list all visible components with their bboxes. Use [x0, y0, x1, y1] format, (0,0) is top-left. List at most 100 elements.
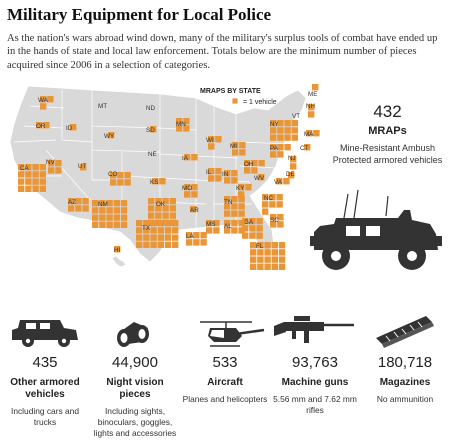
mrap-square-ut	[80, 164, 87, 171]
mrap-square-la	[193, 239, 200, 246]
mrap-square-nj	[290, 156, 297, 163]
mrap-square-ia	[191, 154, 198, 161]
category-label: Magazines	[379, 377, 431, 388]
mrap-square-nm	[106, 214, 113, 221]
category-label: Other armored vehicles	[10, 377, 80, 400]
mrap-square-nm	[99, 221, 106, 228]
mrap-square-tx	[157, 234, 164, 241]
mrap-square-mo	[184, 191, 191, 198]
mrap-square-fl	[250, 263, 257, 270]
page-title: Military Equipment for Local Police	[7, 5, 272, 24]
mrap-square-tn	[238, 196, 245, 203]
category-description: Including sights, binoculars, goggles, l…	[93, 406, 177, 438]
mrap-square-pa	[270, 144, 277, 151]
mrap-square-mn	[183, 118, 190, 125]
mrap-square-nm	[92, 200, 99, 207]
mraps-panel: 432 MRAPs Mine-Resistant Ambush Protecte…	[330, 102, 445, 166]
mrap-square-fl	[278, 263, 286, 270]
magazine-icon	[376, 316, 434, 348]
mrap-square-mi	[232, 142, 239, 149]
mrap-square-ok	[155, 205, 162, 212]
mrap-square-il	[215, 175, 222, 182]
mrap-square-la	[186, 239, 193, 246]
mrap-square-in	[224, 177, 231, 184]
mrap-square-me	[312, 84, 319, 91]
category-description: No ammunition	[376, 394, 434, 404]
mrap-square-ga	[256, 218, 263, 225]
mrap-square-pa	[284, 144, 291, 151]
state-label-ne: NE	[148, 151, 157, 158]
mrap-square-ca	[39, 171, 46, 178]
mrap-square-sc	[270, 221, 277, 228]
mrap-square-wa	[47, 96, 54, 103]
state-label-al: AL	[224, 223, 232, 230]
mrap-square-nj	[290, 163, 297, 170]
mrap-square-al	[231, 227, 238, 234]
mrap-square-id	[70, 124, 77, 131]
state-label-va: VA	[274, 179, 283, 186]
mrap-square-mn	[183, 125, 190, 132]
mrap-square-tx	[172, 241, 179, 248]
mrap-square-fl	[271, 249, 278, 256]
mrap-square-ca	[32, 171, 39, 178]
mrap-square-sc	[270, 214, 277, 221]
state-label-co: CO	[108, 171, 118, 178]
mrap-square-ny	[277, 134, 284, 141]
state-label-tn: TN	[224, 199, 233, 206]
mrap-square-ar	[190, 206, 197, 213]
legend-title: MRAPS BY STATE	[200, 88, 261, 95]
mrap-square-il	[208, 175, 215, 182]
map-legend: MRAPS BY STATE = 1 vehicle	[200, 88, 277, 106]
mrap-square-co	[110, 179, 117, 186]
mrap-square-ca	[39, 164, 46, 171]
mrap-square-nv	[48, 160, 55, 167]
mrap-square-ct	[304, 144, 311, 151]
armored-vehicle-icon	[310, 189, 442, 270]
mrap-square-nm	[92, 221, 99, 228]
mrap-square-co	[124, 172, 131, 179]
state-label-ma: MA	[304, 131, 314, 138]
category-count: 180,718	[377, 354, 433, 371]
mrap-square-ga	[256, 225, 263, 232]
mrap-square-tx	[150, 234, 157, 241]
mrap-square-co	[117, 172, 124, 179]
mrap-square-fl	[271, 263, 278, 270]
state-label-tx: TX	[142, 225, 151, 232]
category-count: 533	[212, 354, 238, 371]
state-label-ct: CT	[300, 145, 309, 152]
mrap-square-fl	[250, 242, 257, 249]
mrap-square-nm	[106, 207, 113, 214]
mrap-square-ny	[277, 127, 284, 134]
mrap-square-tn	[231, 196, 238, 203]
mrap-square-fl	[278, 249, 286, 256]
mrap-square-pa	[277, 151, 284, 158]
state-label-nh: NH	[306, 103, 316, 110]
mrap-square-in	[231, 177, 238, 184]
mrap-square-mn	[176, 118, 183, 125]
mrap-square-nc	[262, 208, 269, 215]
mrap-square-nm	[106, 200, 113, 207]
mrap-square-az	[82, 205, 89, 212]
mrap-square-nc	[269, 201, 276, 208]
mrap-square-ky	[238, 191, 245, 198]
mrap-square-fl	[264, 242, 271, 249]
mrap-square-nm	[120, 207, 128, 214]
mrap-square-oh	[244, 160, 251, 167]
mrap-square-nm	[113, 207, 120, 214]
mrap-square-tx	[172, 227, 179, 234]
mrap-square-wy	[108, 132, 115, 139]
state-label-hi: HI	[114, 247, 121, 254]
mrap-square-tx	[172, 220, 179, 227]
mrap-square-fl	[271, 256, 278, 263]
mrap-square-nm	[120, 214, 128, 221]
mrap-square-tn	[224, 210, 231, 217]
state-label-id: ID	[66, 125, 73, 132]
mrap-square-ga	[242, 232, 249, 239]
mrap-square-wv	[258, 174, 265, 181]
state-label-ms: MS	[206, 221, 215, 228]
mrap-square-ny	[291, 127, 298, 134]
mrap-square-ms	[206, 227, 213, 234]
mrap-square-ga	[242, 225, 249, 232]
mrap-square-nh	[308, 104, 315, 111]
mrap-square-ia	[184, 154, 191, 161]
